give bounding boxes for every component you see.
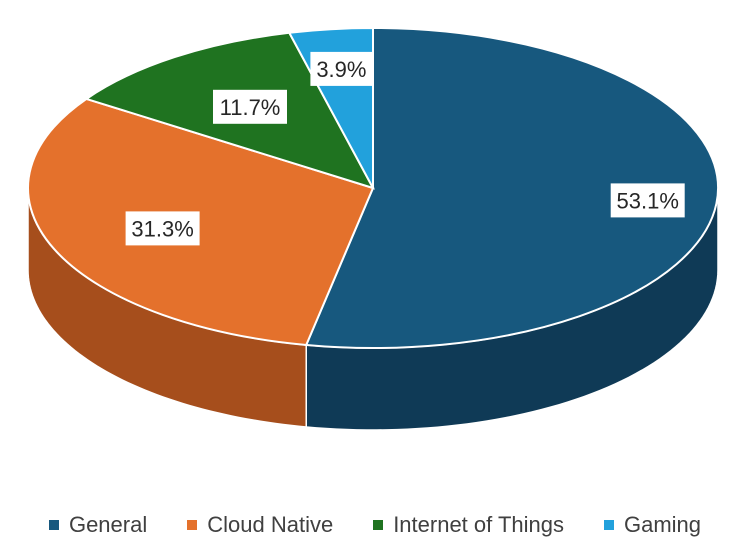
- legend-swatch-general: [48, 520, 59, 530]
- chart-legend: General Cloud Native Internet of Things …: [0, 512, 750, 538]
- legend-label-cloud-native: Cloud Native: [207, 512, 334, 537]
- data-label-internet-of-things: 11.7%: [213, 89, 287, 124]
- pie-slice-general: [304, 26, 720, 349]
- legend-label-general: General: [68, 512, 148, 537]
- legend-swatch-gaming: [604, 520, 614, 530]
- data-label-cloud-native: 31.3%: [125, 211, 200, 246]
- pie-data-labels: 53.1% 31.3% 11.7% 3.9%: [125, 51, 685, 246]
- legend-swatch-cloud-native: [187, 520, 198, 530]
- legend-item-internet-of-things: Internet of Things: [373, 512, 564, 538]
- data-label-box-gaming: [310, 51, 373, 86]
- data-label-box-cloud-native: [125, 211, 200, 246]
- data-label-text-internet-of-things: 11.7%: [220, 95, 281, 120]
- data-label-text-general: 53.1%: [617, 188, 679, 213]
- data-label-box-internet-of-things: [213, 89, 287, 124]
- legend-item-gaming: Gaming: [604, 512, 701, 538]
- data-label-text-cloud-native: 31.3%: [131, 216, 193, 241]
- data-label-text-gaming: 3.9%: [316, 57, 366, 82]
- legend-label-gaming: Gaming: [624, 512, 702, 537]
- pie-chart-plot: 53.1% 31.3% 11.7% 3.9%: [27, 26, 720, 431]
- pie-slice-cloud-native: [27, 97, 375, 347]
- legend-item-cloud-native: Cloud Native: [187, 512, 333, 538]
- data-label-gaming: 3.9%: [310, 51, 373, 86]
- legend-item-general: General: [48, 512, 148, 538]
- legend-swatch-internet-of-things: [373, 520, 384, 530]
- data-label-box-general: [610, 183, 685, 218]
- legend-label-internet-of-things: Internet of Things: [393, 512, 564, 537]
- data-label-general: 53.1%: [610, 183, 685, 218]
